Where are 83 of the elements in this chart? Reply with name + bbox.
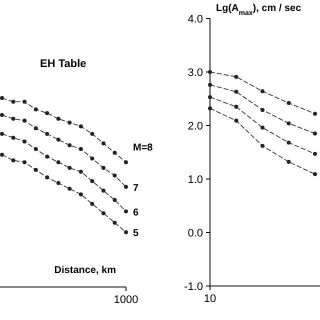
series-label: M=8 xyxy=(133,142,154,154)
point xyxy=(124,209,128,214)
point xyxy=(34,126,38,130)
y-tick-label: 4.0 xyxy=(188,14,203,26)
y-tick-label: 0.0 xyxy=(188,228,203,240)
point xyxy=(260,144,264,148)
x-axis-title: Distance, km xyxy=(54,265,116,276)
point xyxy=(11,158,16,162)
point xyxy=(78,170,83,174)
point xyxy=(22,118,27,123)
point xyxy=(68,120,72,125)
point xyxy=(0,113,4,118)
point xyxy=(90,179,94,184)
point xyxy=(90,156,94,160)
point xyxy=(68,166,72,170)
y-tick-label: 1.0 xyxy=(188,174,203,186)
point xyxy=(78,124,83,128)
point xyxy=(0,132,4,136)
point xyxy=(68,186,72,191)
point xyxy=(22,160,27,164)
point xyxy=(313,152,317,156)
point xyxy=(56,181,60,186)
point xyxy=(78,192,83,196)
point xyxy=(234,90,238,94)
y-axis-title: Lg(A$_{max}$), cm / sec xyxy=(216,3,302,16)
point xyxy=(234,118,238,123)
point xyxy=(56,116,60,121)
point xyxy=(208,95,212,100)
point xyxy=(313,172,317,176)
point xyxy=(56,160,60,164)
point xyxy=(0,96,4,100)
point xyxy=(68,143,72,148)
point xyxy=(101,166,106,170)
point xyxy=(286,140,291,145)
point xyxy=(101,188,106,193)
point xyxy=(124,230,128,234)
point xyxy=(34,147,38,152)
point xyxy=(45,175,50,180)
point xyxy=(11,136,16,140)
point xyxy=(112,220,117,225)
point xyxy=(90,132,94,136)
point xyxy=(208,106,212,110)
point xyxy=(124,184,128,189)
point xyxy=(286,121,291,126)
point xyxy=(260,126,264,130)
chart-title: EH Table xyxy=(40,58,86,70)
point xyxy=(101,141,106,146)
point xyxy=(112,173,117,178)
point xyxy=(112,150,117,155)
point xyxy=(22,139,27,144)
y-tick-label: 3.0 xyxy=(188,67,203,79)
point xyxy=(112,198,117,202)
point xyxy=(313,112,317,116)
point xyxy=(124,160,128,164)
point xyxy=(56,138,60,142)
point xyxy=(313,132,317,136)
series-label: 7 xyxy=(133,182,139,194)
point xyxy=(11,100,16,104)
point xyxy=(45,111,50,116)
point xyxy=(34,168,38,172)
point xyxy=(45,132,50,136)
point xyxy=(286,101,291,106)
series-label: 6 xyxy=(133,207,139,218)
point xyxy=(208,70,212,74)
point xyxy=(34,107,38,112)
point xyxy=(101,211,106,216)
point xyxy=(234,74,238,79)
point xyxy=(45,154,50,159)
point xyxy=(234,104,238,109)
series-label: 5 xyxy=(133,228,139,240)
y-tick-label: -1.0 xyxy=(184,281,203,293)
point xyxy=(78,147,83,152)
point xyxy=(0,152,4,157)
point xyxy=(286,160,291,164)
text: 1000 xyxy=(114,294,138,306)
point xyxy=(90,202,94,206)
point xyxy=(22,100,27,104)
point xyxy=(208,82,212,87)
y-tick-label: 2.0 xyxy=(188,120,203,132)
text: 10 xyxy=(204,293,216,305)
point xyxy=(260,108,264,112)
point xyxy=(11,116,16,121)
point xyxy=(260,89,264,94)
